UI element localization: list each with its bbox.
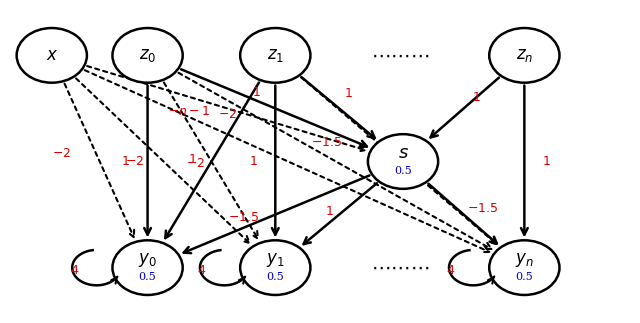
Text: $-2$: $-2$ <box>218 108 237 121</box>
Text: $-1.5$: $-1.5$ <box>467 202 499 215</box>
Text: 0.5: 0.5 <box>266 272 284 282</box>
Text: $y_{n}$: $y_{n}$ <box>515 251 534 269</box>
Text: $4$: $4$ <box>446 264 456 277</box>
Text: $-2$: $-2$ <box>125 155 145 168</box>
Text: $-2$: $-2$ <box>186 157 205 170</box>
Text: $1$: $1$ <box>252 86 260 99</box>
Text: $s$: $s$ <box>397 144 408 162</box>
Text: 0.5: 0.5 <box>515 272 533 282</box>
Ellipse shape <box>240 240 310 295</box>
Text: $\cdots\cdots\cdots$: $\cdots\cdots\cdots$ <box>371 47 429 64</box>
Text: $y_{0}$: $y_{0}$ <box>138 251 157 269</box>
Text: 0.5: 0.5 <box>394 166 412 176</box>
Text: $1$: $1$ <box>542 155 551 168</box>
Text: $-2$: $-2$ <box>52 147 71 160</box>
Ellipse shape <box>489 240 559 295</box>
Text: $z_{1}$: $z_{1}$ <box>267 47 284 64</box>
Text: 0.5: 0.5 <box>139 272 156 282</box>
Text: $-n-1$: $-n-1$ <box>168 105 211 118</box>
Ellipse shape <box>240 28 310 83</box>
Text: $4$: $4$ <box>70 264 79 277</box>
Text: $z_{n}$: $z_{n}$ <box>516 47 533 64</box>
Text: $1$: $1$ <box>325 205 334 218</box>
Ellipse shape <box>113 240 182 295</box>
Ellipse shape <box>17 28 87 83</box>
Ellipse shape <box>489 28 559 83</box>
Text: $1$: $1$ <box>248 155 257 168</box>
Text: $1$: $1$ <box>121 155 129 168</box>
Text: $\cdots\cdots\cdots$: $\cdots\cdots\cdots$ <box>371 259 429 276</box>
Text: $1$: $1$ <box>472 91 481 104</box>
Text: $-1.5$: $-1.5$ <box>311 136 342 149</box>
Text: $y_{1}$: $y_{1}$ <box>266 251 285 269</box>
Text: $4$: $4$ <box>197 264 207 277</box>
Text: $1$: $1$ <box>344 88 353 100</box>
Ellipse shape <box>113 28 182 83</box>
Ellipse shape <box>368 134 438 189</box>
Text: $1$: $1$ <box>188 153 196 166</box>
Text: $x$: $x$ <box>45 47 58 64</box>
Text: $z_{0}$: $z_{0}$ <box>139 47 156 64</box>
Text: $-1.5$: $-1.5$ <box>228 211 259 224</box>
